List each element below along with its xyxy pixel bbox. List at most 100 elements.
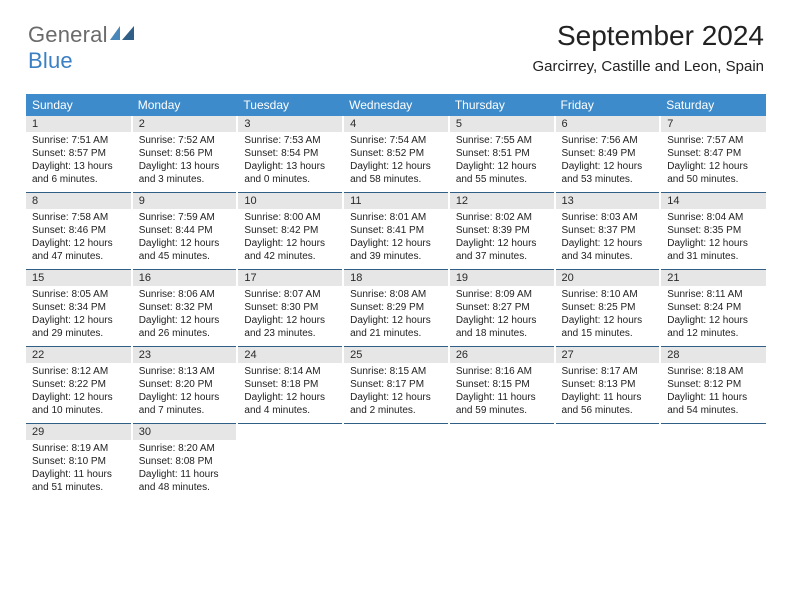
sunrise: Sunrise: 8:11 AM bbox=[667, 288, 760, 301]
daylight-line2: and 39 minutes. bbox=[350, 250, 442, 263]
daylight-line2: and 37 minutes. bbox=[456, 250, 548, 263]
logo-text-blue: Blue bbox=[28, 48, 73, 73]
daylight-line1: Daylight: 13 hours bbox=[139, 160, 231, 173]
day-number: 24 bbox=[237, 347, 343, 363]
dow-header: Monday bbox=[132, 94, 238, 116]
day-number bbox=[237, 424, 343, 440]
sunset: Sunset: 8:42 PM bbox=[244, 224, 336, 237]
day-number: 29 bbox=[26, 424, 132, 440]
sunrise: Sunrise: 8:00 AM bbox=[244, 211, 336, 224]
day-cell: Sunrise: 8:13 AMSunset: 8:20 PMDaylight:… bbox=[132, 363, 238, 424]
sunset: Sunset: 8:34 PM bbox=[32, 301, 125, 314]
daylight-line2: and 4 minutes. bbox=[244, 404, 336, 417]
sunset: Sunset: 8:51 PM bbox=[456, 147, 548, 160]
dow-header: Tuesday bbox=[237, 94, 343, 116]
dow-header: Sunday bbox=[26, 94, 132, 116]
day-number: 5 bbox=[449, 116, 555, 132]
daylight-line2: and 34 minutes. bbox=[562, 250, 654, 263]
logo-sails-icon bbox=[110, 26, 136, 40]
daylight-line1: Daylight: 11 hours bbox=[456, 391, 548, 404]
day-cell: Sunrise: 7:55 AMSunset: 8:51 PMDaylight:… bbox=[449, 132, 555, 193]
day-cell bbox=[555, 440, 661, 500]
day-number: 11 bbox=[343, 193, 449, 209]
daylight-line1: Daylight: 12 hours bbox=[32, 314, 125, 327]
day-number: 9 bbox=[132, 193, 238, 209]
sunset: Sunset: 8:10 PM bbox=[32, 455, 125, 468]
day-cell: Sunrise: 8:04 AMSunset: 8:35 PMDaylight:… bbox=[660, 209, 766, 270]
day-cell: Sunrise: 8:15 AMSunset: 8:17 PMDaylight:… bbox=[343, 363, 449, 424]
day-cell: Sunrise: 8:08 AMSunset: 8:29 PMDaylight:… bbox=[343, 286, 449, 347]
day-cell: Sunrise: 8:07 AMSunset: 8:30 PMDaylight:… bbox=[237, 286, 343, 347]
page-title: September 2024 bbox=[532, 20, 764, 52]
day-cell: Sunrise: 7:56 AMSunset: 8:49 PMDaylight:… bbox=[555, 132, 661, 193]
day-number: 28 bbox=[660, 347, 766, 363]
sunrise: Sunrise: 8:02 AM bbox=[456, 211, 548, 224]
sunrise: Sunrise: 8:14 AM bbox=[244, 365, 336, 378]
sunrise: Sunrise: 8:06 AM bbox=[139, 288, 231, 301]
sunrise: Sunrise: 7:54 AM bbox=[350, 134, 442, 147]
daylight-line2: and 15 minutes. bbox=[562, 327, 654, 340]
sunrise: Sunrise: 8:18 AM bbox=[667, 365, 760, 378]
day-cell: Sunrise: 8:00 AMSunset: 8:42 PMDaylight:… bbox=[237, 209, 343, 270]
daylight-line2: and 51 minutes. bbox=[32, 481, 125, 494]
sunset: Sunset: 8:57 PM bbox=[32, 147, 125, 160]
day-number: 14 bbox=[660, 193, 766, 209]
sunset: Sunset: 8:17 PM bbox=[350, 378, 442, 391]
sunset: Sunset: 8:32 PM bbox=[139, 301, 231, 314]
daylight-line2: and 47 minutes. bbox=[32, 250, 125, 263]
sunset: Sunset: 8:12 PM bbox=[667, 378, 760, 391]
day-cell: Sunrise: 8:11 AMSunset: 8:24 PMDaylight:… bbox=[660, 286, 766, 347]
day-cell: Sunrise: 8:09 AMSunset: 8:27 PMDaylight:… bbox=[449, 286, 555, 347]
daylight-line2: and 26 minutes. bbox=[139, 327, 231, 340]
daylight-line2: and 59 minutes. bbox=[456, 404, 548, 417]
daylight-line2: and 50 minutes. bbox=[667, 173, 760, 186]
sunset: Sunset: 8:20 PM bbox=[139, 378, 231, 391]
daylight-line1: Daylight: 11 hours bbox=[667, 391, 760, 404]
daylight-line1: Daylight: 12 hours bbox=[350, 314, 442, 327]
day-cell: Sunrise: 8:17 AMSunset: 8:13 PMDaylight:… bbox=[555, 363, 661, 424]
sunset: Sunset: 8:30 PM bbox=[244, 301, 336, 314]
daylight-line2: and 7 minutes. bbox=[139, 404, 231, 417]
daylight-line1: Daylight: 12 hours bbox=[562, 314, 654, 327]
sunset: Sunset: 8:25 PM bbox=[562, 301, 654, 314]
day-cell: Sunrise: 8:16 AMSunset: 8:15 PMDaylight:… bbox=[449, 363, 555, 424]
day-cell bbox=[237, 440, 343, 500]
daylight-line1: Daylight: 12 hours bbox=[456, 160, 548, 173]
day-number: 20 bbox=[555, 270, 661, 286]
day-number: 2 bbox=[132, 116, 238, 132]
day-number bbox=[555, 424, 661, 440]
sunset: Sunset: 8:22 PM bbox=[32, 378, 125, 391]
daylight-line2: and 21 minutes. bbox=[350, 327, 442, 340]
sunset: Sunset: 8:35 PM bbox=[667, 224, 760, 237]
daylight-line2: and 54 minutes. bbox=[667, 404, 760, 417]
sunrise: Sunrise: 8:03 AM bbox=[562, 211, 654, 224]
sunrise: Sunrise: 8:17 AM bbox=[562, 365, 654, 378]
daylight-line1: Daylight: 13 hours bbox=[244, 160, 336, 173]
sunrise: Sunrise: 7:55 AM bbox=[456, 134, 548, 147]
sunrise: Sunrise: 8:13 AM bbox=[139, 365, 231, 378]
day-number: 1 bbox=[26, 116, 132, 132]
day-cell bbox=[449, 440, 555, 500]
day-number: 26 bbox=[449, 347, 555, 363]
daylight-line2: and 55 minutes. bbox=[456, 173, 548, 186]
day-cell: Sunrise: 8:05 AMSunset: 8:34 PMDaylight:… bbox=[26, 286, 132, 347]
daylight-line1: Daylight: 12 hours bbox=[562, 160, 654, 173]
day-number: 4 bbox=[343, 116, 449, 132]
daylight-line1: Daylight: 11 hours bbox=[139, 468, 231, 481]
daylight-line1: Daylight: 12 hours bbox=[32, 391, 125, 404]
sunrise: Sunrise: 8:16 AM bbox=[456, 365, 548, 378]
dow-header: Friday bbox=[555, 94, 661, 116]
sunset: Sunset: 8:27 PM bbox=[456, 301, 548, 314]
sunrise: Sunrise: 8:12 AM bbox=[32, 365, 125, 378]
location-label: Garcirrey, Castille and Leon, Spain bbox=[532, 58, 764, 75]
sunset: Sunset: 8:44 PM bbox=[139, 224, 231, 237]
sunrise: Sunrise: 8:07 AM bbox=[244, 288, 336, 301]
sunset: Sunset: 8:39 PM bbox=[456, 224, 548, 237]
daylight-line1: Daylight: 12 hours bbox=[350, 237, 442, 250]
day-number: 23 bbox=[132, 347, 238, 363]
daylight-line1: Daylight: 12 hours bbox=[350, 391, 442, 404]
sunrise: Sunrise: 7:57 AM bbox=[667, 134, 760, 147]
sunrise: Sunrise: 8:15 AM bbox=[350, 365, 442, 378]
daylight-line2: and 18 minutes. bbox=[456, 327, 548, 340]
sunset: Sunset: 8:15 PM bbox=[456, 378, 548, 391]
